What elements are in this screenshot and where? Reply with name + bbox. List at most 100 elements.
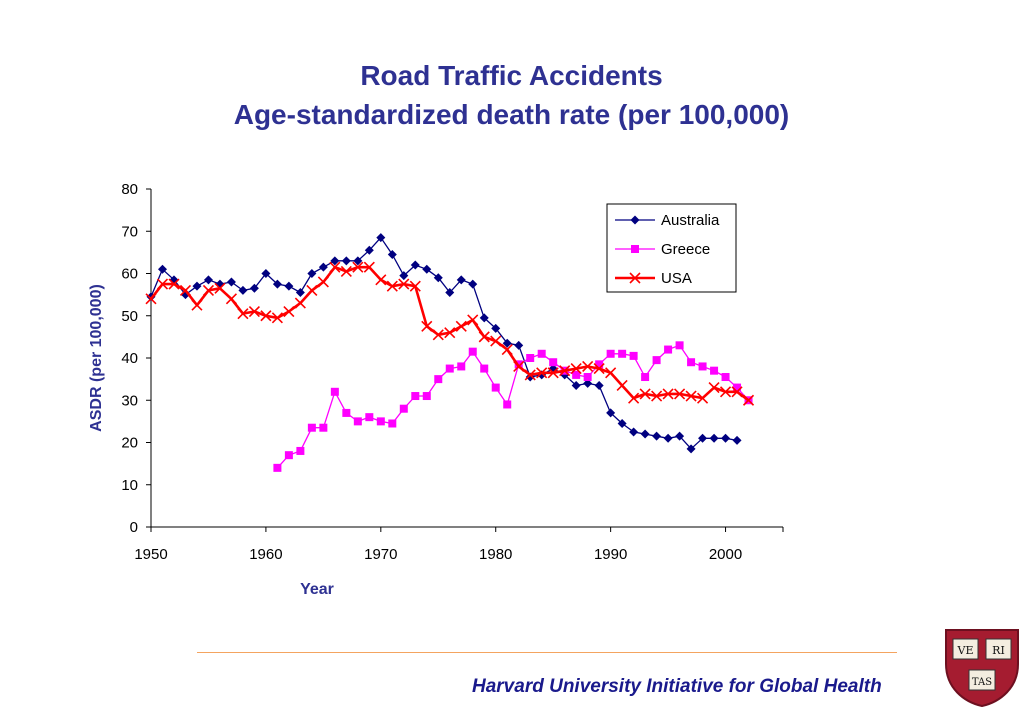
x-tick-label: 1970 — [364, 546, 397, 563]
data-point-usa — [432, 329, 444, 341]
data-point-greece — [319, 423, 328, 432]
data-point-australia — [663, 433, 673, 443]
data-point-australia — [686, 444, 696, 454]
data-point-usa — [536, 367, 548, 379]
data-point-usa — [696, 392, 709, 404]
data-point-usa — [478, 331, 490, 343]
data-point-australia — [272, 279, 282, 289]
data-point-usa — [605, 367, 617, 379]
data-point-greece — [480, 364, 489, 373]
legend-marker-australia — [630, 215, 640, 225]
data-point-usa — [248, 305, 260, 318]
data-point-usa — [628, 392, 640, 404]
data-point-australia — [445, 288, 455, 298]
data-point-usa — [179, 284, 192, 296]
x-tick-label: 1960 — [249, 546, 282, 563]
data-point-australia — [203, 275, 213, 285]
data-point-greece — [641, 373, 650, 382]
data-point-greece — [583, 373, 592, 382]
data-point-australia — [157, 264, 167, 274]
data-point-usa — [524, 369, 536, 381]
data-point-australia — [261, 269, 271, 278]
data-point-usa — [225, 293, 238, 305]
data-point-greece — [342, 408, 351, 417]
data-point-australia — [502, 338, 512, 348]
data-point-greece — [595, 360, 604, 369]
data-point-greece — [330, 387, 339, 396]
data-point-usa — [352, 261, 364, 273]
series-line-australia — [150, 236, 738, 450]
chart-subtitle: Age-standardized death rate (per 100,000… — [233, 99, 790, 130]
data-point-greece — [399, 404, 408, 413]
svg-text:VE: VE — [957, 644, 974, 657]
data-point-usa — [202, 284, 215, 296]
data-point-australia — [353, 256, 363, 266]
svg-text:RI: RI — [992, 644, 1005, 657]
data-point-usa — [168, 278, 180, 290]
data-point-greece — [422, 392, 431, 401]
series-line-greece — [276, 344, 749, 469]
x-tick-label: 1980 — [479, 546, 512, 563]
data-point-usa — [742, 394, 755, 406]
data-point-usa — [547, 367, 559, 379]
data-point-australia — [617, 418, 627, 428]
data-point-greece — [376, 417, 385, 426]
data-point-greece — [572, 370, 581, 379]
data-point-greece — [296, 446, 305, 455]
data-point-greece — [698, 362, 707, 371]
data-point-australia — [422, 264, 432, 274]
data-point-greece — [629, 351, 638, 360]
x-tick-label: 1950 — [134, 546, 167, 563]
data-point-usa — [674, 388, 686, 400]
legend-label-usa: USA — [661, 270, 692, 287]
data-point-australia — [433, 273, 443, 283]
data-point-greece — [353, 417, 362, 426]
data-point-usa — [283, 305, 295, 318]
y-tick-label: 60 — [121, 266, 138, 283]
data-point-greece — [503, 400, 512, 409]
y-tick-label: 70 — [121, 223, 138, 240]
data-point-australia — [640, 429, 650, 439]
data-point-australia — [709, 433, 719, 443]
data-point-greece — [365, 413, 374, 422]
y-tick-label: 10 — [121, 477, 138, 494]
data-point-australia — [652, 431, 662, 441]
data-point-usa — [708, 382, 720, 394]
data-point-usa — [214, 282, 226, 294]
data-point-usa — [651, 390, 663, 402]
data-point-usa — [731, 386, 743, 398]
data-point-usa — [570, 362, 582, 375]
data-point-usa — [501, 343, 513, 356]
data-point-usa — [260, 310, 272, 322]
data-point-australia — [629, 427, 639, 437]
data-point-usa — [306, 284, 318, 296]
footer-divider — [197, 652, 897, 653]
data-point-australia — [456, 275, 466, 285]
data-point-usa — [639, 388, 651, 400]
data-point-greece — [675, 341, 684, 350]
data-point-greece — [445, 364, 454, 373]
data-point-usa — [409, 280, 421, 292]
data-point-greece — [710, 366, 719, 375]
data-point-australia — [307, 269, 317, 278]
y-tick-label: 50 — [121, 308, 138, 325]
data-point-usa — [616, 379, 628, 392]
x-tick-label: 1990 — [594, 546, 627, 563]
data-point-australia — [341, 256, 351, 266]
data-point-usa — [467, 314, 479, 326]
data-point-greece — [652, 356, 661, 365]
data-point-greece — [618, 349, 627, 358]
data-point-greece — [491, 383, 500, 392]
data-point-usa — [559, 365, 571, 377]
data-point-australia — [479, 313, 489, 323]
line-chart: 0 10 20 30 40 50 60 70 80 1950 1960 1970 1980 1990 200… — [88, 181, 784, 598]
data-point-greece — [307, 423, 316, 432]
data-point-greece — [733, 383, 742, 392]
data-point-australia — [226, 277, 236, 287]
data-point-australia — [238, 285, 248, 295]
data-point-usa — [593, 362, 605, 375]
data-point-australia — [295, 288, 305, 298]
data-point-usa — [363, 261, 375, 273]
data-point-usa — [421, 320, 433, 332]
harvard-shield-logo: VE RI TAS — [945, 629, 1019, 708]
